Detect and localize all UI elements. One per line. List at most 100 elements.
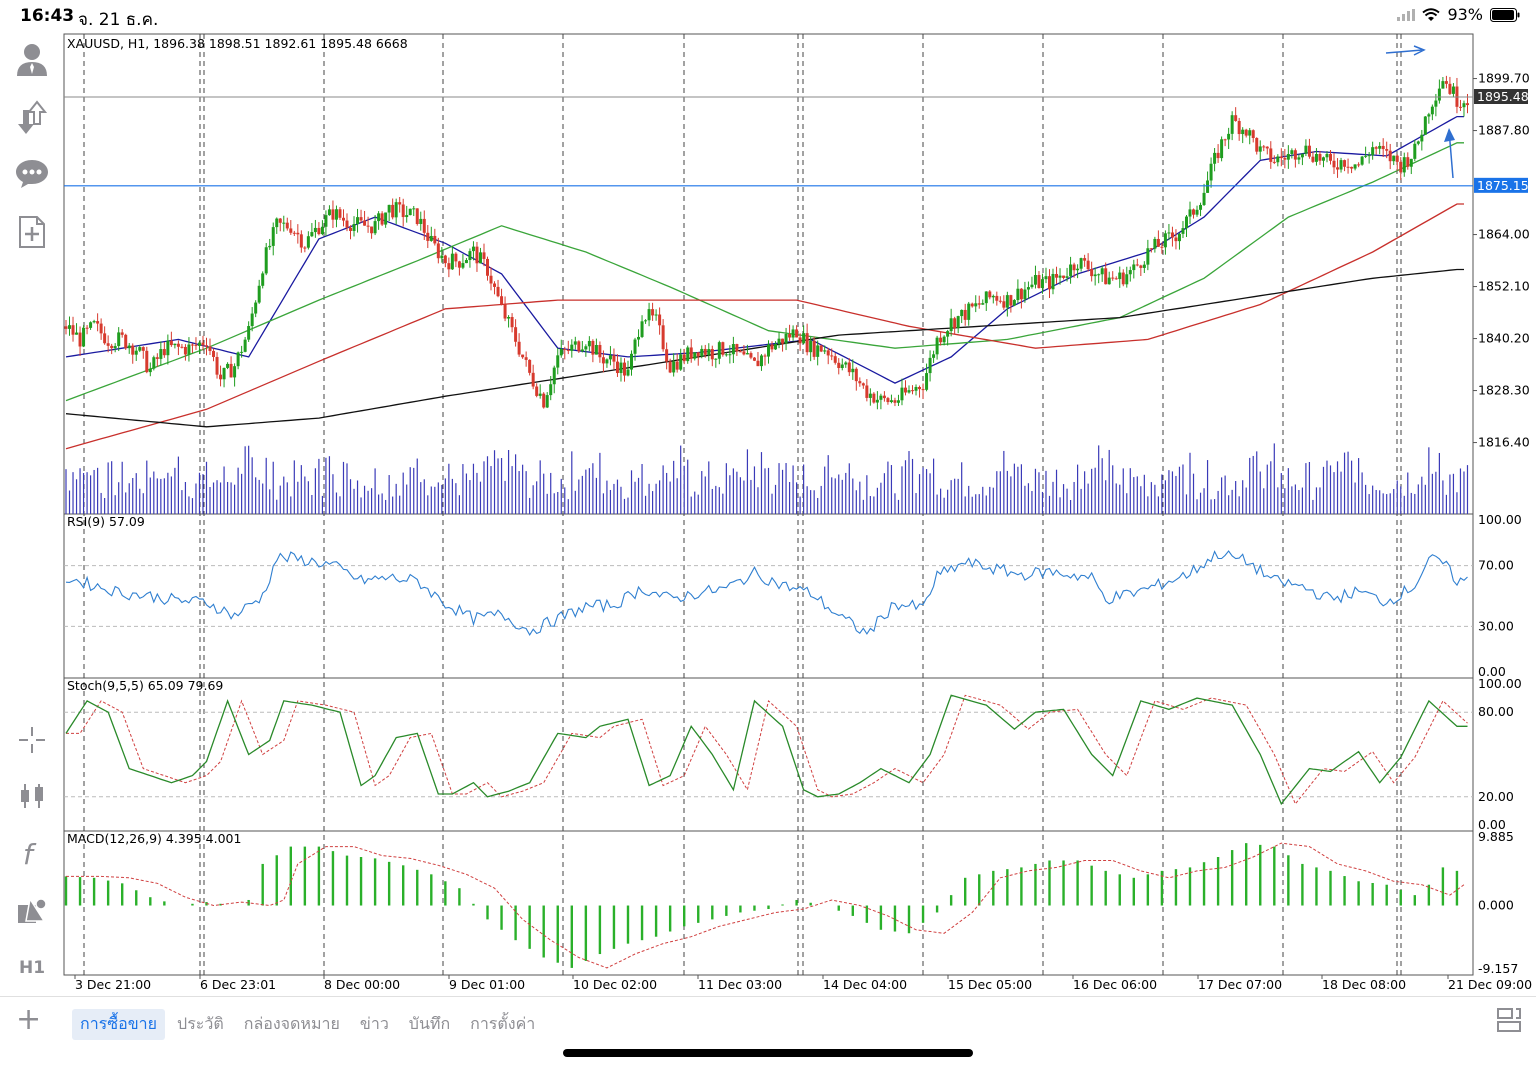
candle-body [78, 332, 82, 347]
candle-body [254, 302, 258, 314]
candle-body [226, 363, 230, 368]
candle-body [377, 213, 381, 222]
candle-body [559, 348, 563, 356]
candle-body [282, 222, 286, 224]
candle-body [478, 252, 482, 264]
candle-body [630, 353, 634, 370]
candle-body [233, 366, 237, 378]
candle-body [759, 355, 763, 367]
candle-body [1170, 232, 1174, 238]
candle-body [1332, 160, 1336, 168]
candle-body [236, 352, 240, 367]
candle-body [1430, 106, 1434, 115]
arrow-right-annotation[interactable] [1385, 49, 1423, 54]
candle-body [1381, 145, 1385, 150]
candle-body [1378, 145, 1382, 149]
candle-body [131, 345, 135, 355]
candle-body [953, 318, 957, 329]
add-icon[interactable]: + [16, 1002, 42, 1037]
candle-body [1086, 260, 1090, 270]
session-separators [83, 34, 1402, 975]
candle-body [92, 321, 96, 323]
candle-body [257, 285, 261, 303]
objects-icon[interactable] [12, 890, 52, 930]
annotation-arrows[interactable] [1385, 45, 1455, 179]
candle-body [1121, 272, 1125, 285]
candle-body [215, 356, 219, 375]
arrow-right-head [1413, 45, 1426, 56]
candle-body [159, 349, 163, 359]
candle-body [152, 357, 156, 369]
candle-body [1258, 146, 1262, 152]
candle-body [935, 337, 939, 355]
candle-body [770, 344, 774, 350]
candle-body [612, 355, 616, 362]
timeframe-button[interactable]: H1 [18, 958, 46, 978]
candle-body [570, 344, 574, 351]
candle-body [1149, 248, 1153, 250]
candle-body [795, 329, 799, 338]
candle-body [847, 362, 851, 373]
candle-body [1051, 273, 1055, 290]
candle-body [373, 221, 377, 234]
tab-history[interactable]: ประวัติ [177, 1014, 224, 1033]
candle-body [440, 255, 444, 259]
candle-body [1188, 209, 1192, 217]
candle-body [998, 300, 1002, 302]
indicators-icon[interactable]: f [12, 834, 52, 874]
tab-trade[interactable]: การซื้อขาย [72, 1009, 166, 1040]
time-tick-label: 10 Dec 02:00 [573, 977, 657, 992]
candle-body [1142, 264, 1146, 268]
chat-icon[interactable] [12, 154, 52, 194]
candle-body [833, 356, 837, 363]
price-lines[interactable] [64, 96, 1473, 187]
candle-body [419, 218, 423, 224]
candle-body [205, 345, 208, 347]
trading-chart[interactable]: 1899.70 1887.80 1864.00 1852.10 1840.20 1828.… [0, 0, 1536, 996]
candle-body [285, 222, 289, 229]
candle-body [893, 400, 897, 403]
account-icon[interactable] [12, 40, 52, 80]
macd-pane: 9.885 0.000 -9.157 [64, 829, 1518, 976]
crosshair-icon[interactable] [12, 720, 52, 760]
candle-body [1019, 288, 1023, 300]
candle-body [1202, 192, 1206, 205]
new-order-icon[interactable] [12, 212, 52, 252]
chart-type-icon[interactable] [12, 776, 52, 816]
candle-body [1100, 268, 1104, 275]
candle-body [577, 341, 581, 352]
candle-body [984, 291, 988, 304]
tab-journal[interactable]: บันทึก [408, 1014, 451, 1033]
candle-body [1279, 156, 1283, 159]
candle-body [1307, 145, 1311, 157]
time-tick-label: 3 Dec 21:00 [75, 977, 151, 992]
deposit-withdraw-icon[interactable] [12, 98, 52, 138]
candle-body [201, 342, 205, 346]
moving-average-line [65, 268, 1464, 428]
tab-news[interactable]: ข่าว [359, 1014, 389, 1033]
price-tag [1474, 89, 1528, 104]
price-tick-label: 1899.70 [1478, 71, 1530, 86]
tab-mailbox[interactable]: กล่องจดหมาย [243, 1014, 340, 1033]
candle-body [549, 384, 553, 396]
candle-body [1427, 114, 1431, 117]
time-tick-label: 15 Dec 05:00 [948, 977, 1032, 992]
layout-icon[interactable] [1496, 1007, 1522, 1037]
candle-body [1125, 274, 1129, 285]
price-axis[interactable]: 1899.70 1887.80 1864.00 1852.10 1840.20 1828.… [1473, 71, 1530, 450]
candle-body [96, 321, 100, 324]
candle-body [1350, 166, 1354, 169]
candle-body [721, 342, 725, 355]
stoch-tick-label: 80.00 [1478, 704, 1514, 719]
candle-body [471, 246, 475, 252]
candle-body [1448, 83, 1452, 94]
candle-body [166, 340, 170, 356]
candle-body [942, 336, 946, 343]
candle-body [1167, 232, 1171, 234]
candle-body [457, 261, 461, 268]
tab-settings[interactable]: การตั้งค่า [470, 1014, 536, 1033]
candle-body [619, 362, 623, 374]
candle-body [1420, 134, 1424, 142]
moving-averages [65, 115, 1464, 450]
time-axis[interactable]: 3 Dec 21:00 6 Dec 23:01 8 Dec 00:00 9 Dec 0… [74, 975, 1532, 992]
